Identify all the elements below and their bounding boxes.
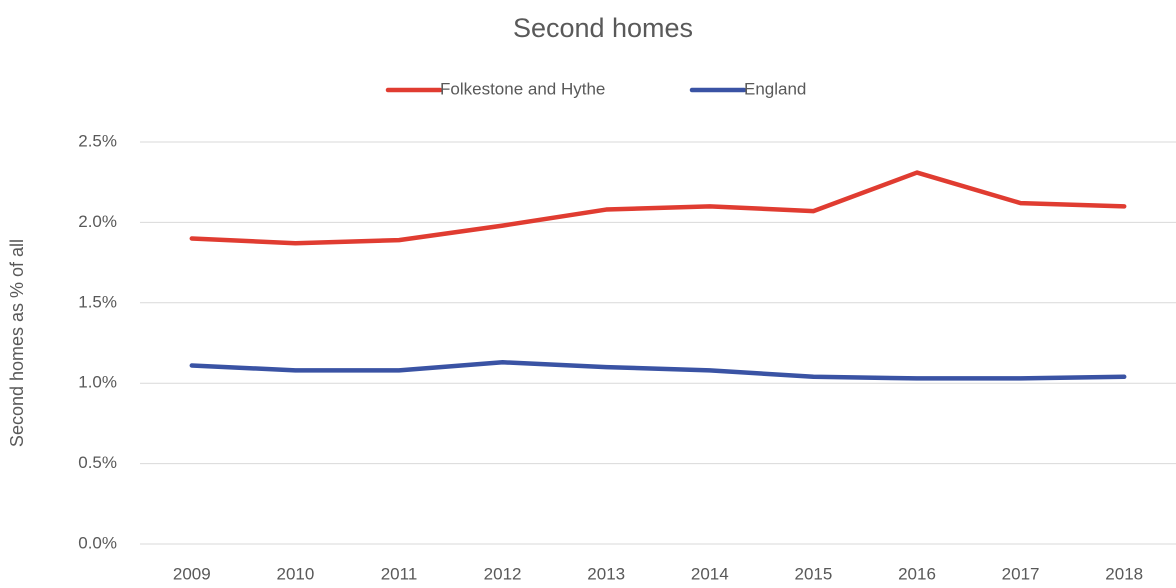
y-tick-label: 1.0% [78,373,117,392]
line-series [189,360,1127,381]
y-tick-label: 2.5% [78,131,117,150]
x-tick-label: 2010 [276,564,314,583]
y-axis-label: Second homes as % of all [7,239,27,447]
chart-title: Second homes [513,13,693,43]
y-tick-label: 0.0% [78,533,117,552]
y-tick-label: 1.5% [78,292,117,311]
x-tick-label: 2017 [1002,564,1040,583]
line-series [189,170,1127,246]
x-tick-label: 2013 [587,564,625,583]
x-tick-label: 2012 [484,564,522,583]
x-tick-label: 2016 [898,564,936,583]
x-tick-label: 2015 [794,564,832,583]
x-tick-label: 2018 [1105,564,1143,583]
x-tick-label: 2014 [691,564,729,583]
legend-label: Folkestone and Hythe [440,79,605,98]
y-tick-label: 0.5% [78,453,117,472]
legend-label: England [744,79,806,98]
y-tick-label: 2.0% [78,212,117,231]
x-tick-label: 2009 [173,564,211,583]
x-tick-label: 2011 [381,564,418,583]
